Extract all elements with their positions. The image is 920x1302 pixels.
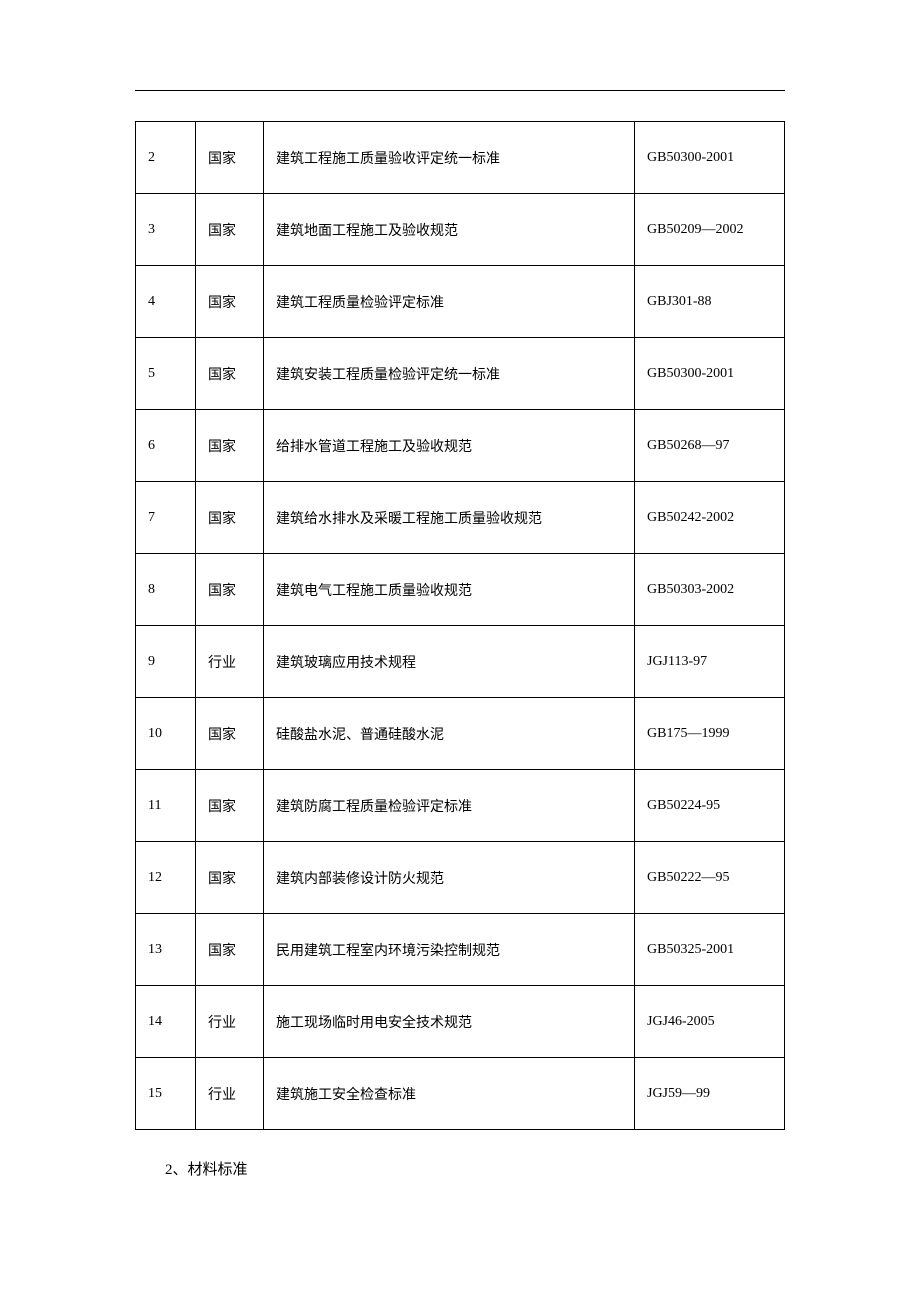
cell-code: GB50300-2001 [635, 122, 785, 194]
cell-name: 建筑内部装修设计防火规范 [264, 842, 635, 914]
cell-name: 建筑地面工程施工及验收规范 [264, 194, 635, 266]
cell-code: GB175—1999 [635, 698, 785, 770]
cell-level: 行业 [196, 626, 264, 698]
cell-name: 建筑电气工程施工质量验收规范 [264, 554, 635, 626]
cell-level: 国家 [196, 698, 264, 770]
cell-num: 6 [136, 410, 196, 482]
cell-num: 9 [136, 626, 196, 698]
cell-code: JGJ46-2005 [635, 986, 785, 1058]
table-row: 11 国家 建筑防腐工程质量检验评定标准 GB50224-95 [136, 770, 785, 842]
table-row: 5 国家 建筑安装工程质量检验评定统一标准 GB50300-2001 [136, 338, 785, 410]
cell-code: GBJ301-88 [635, 266, 785, 338]
table-body: 2 国家 建筑工程施工质量验收评定统一标准 GB50300-2001 3 国家 … [136, 122, 785, 1130]
table-row: 15 行业 建筑施工安全检查标准 JGJ59—99 [136, 1058, 785, 1130]
table-row: 10 国家 硅酸盐水泥、普通硅酸水泥 GB175—1999 [136, 698, 785, 770]
table-row: 14 行业 施工现场临时用电安全技术规范 JGJ46-2005 [136, 986, 785, 1058]
table-row: 13 国家 民用建筑工程室内环境污染控制规范 GB50325-2001 [136, 914, 785, 986]
cell-level: 国家 [196, 338, 264, 410]
cell-level: 国家 [196, 410, 264, 482]
cell-name: 建筑防腐工程质量检验评定标准 [264, 770, 635, 842]
cell-level: 国家 [196, 122, 264, 194]
cell-code: GB50242-2002 [635, 482, 785, 554]
cell-level: 国家 [196, 482, 264, 554]
cell-code: JGJ59—99 [635, 1058, 785, 1130]
table-row: 4 国家 建筑工程质量检验评定标准 GBJ301-88 [136, 266, 785, 338]
cell-num: 14 [136, 986, 196, 1058]
page-container: 2 国家 建筑工程施工质量验收评定统一标准 GB50300-2001 3 国家 … [0, 0, 920, 1179]
table-row: 3 国家 建筑地面工程施工及验收规范 GB50209—2002 [136, 194, 785, 266]
horizontal-divider [135, 90, 785, 91]
cell-code: GB50325-2001 [635, 914, 785, 986]
table-row: 2 国家 建筑工程施工质量验收评定统一标准 GB50300-2001 [136, 122, 785, 194]
cell-num: 12 [136, 842, 196, 914]
cell-num: 11 [136, 770, 196, 842]
table-row: 9 行业 建筑玻璃应用技术规程 JGJ113-97 [136, 626, 785, 698]
cell-level: 国家 [196, 266, 264, 338]
cell-num: 3 [136, 194, 196, 266]
cell-code: GB50268—97 [635, 410, 785, 482]
cell-code: GB50222—95 [635, 842, 785, 914]
cell-level: 国家 [196, 194, 264, 266]
table-row: 7 国家 建筑给水排水及采暖工程施工质量验收规范 GB50242-2002 [136, 482, 785, 554]
cell-name: 建筑给水排水及采暖工程施工质量验收规范 [264, 482, 635, 554]
cell-num: 2 [136, 122, 196, 194]
cell-code: JGJ113-97 [635, 626, 785, 698]
cell-num: 15 [136, 1058, 196, 1130]
cell-code: GB50303-2002 [635, 554, 785, 626]
cell-code: GB50300-2001 [635, 338, 785, 410]
cell-name: 建筑安装工程质量检验评定统一标准 [264, 338, 635, 410]
standards-table: 2 国家 建筑工程施工质量验收评定统一标准 GB50300-2001 3 国家 … [135, 121, 785, 1130]
cell-num: 8 [136, 554, 196, 626]
cell-num: 10 [136, 698, 196, 770]
cell-num: 4 [136, 266, 196, 338]
cell-level: 国家 [196, 770, 264, 842]
cell-level: 行业 [196, 986, 264, 1058]
cell-num: 13 [136, 914, 196, 986]
table-row: 8 国家 建筑电气工程施工质量验收规范 GB50303-2002 [136, 554, 785, 626]
cell-code: GB50224-95 [635, 770, 785, 842]
cell-level: 国家 [196, 842, 264, 914]
table-row: 6 国家 给排水管道工程施工及验收规范 GB50268—97 [136, 410, 785, 482]
cell-name: 施工现场临时用电安全技术规范 [264, 986, 635, 1058]
cell-name: 建筑施工安全检查标准 [264, 1058, 635, 1130]
cell-name: 民用建筑工程室内环境污染控制规范 [264, 914, 635, 986]
cell-num: 7 [136, 482, 196, 554]
cell-level: 国家 [196, 914, 264, 986]
cell-num: 5 [136, 338, 196, 410]
cell-name: 建筑工程质量检验评定标准 [264, 266, 635, 338]
cell-name: 建筑玻璃应用技术规程 [264, 626, 635, 698]
cell-level: 国家 [196, 554, 264, 626]
cell-level: 行业 [196, 1058, 264, 1130]
table-row: 12 国家 建筑内部装修设计防火规范 GB50222—95 [136, 842, 785, 914]
section-heading: 2、材料标准 [165, 1158, 785, 1179]
cell-name: 硅酸盐水泥、普通硅酸水泥 [264, 698, 635, 770]
cell-name: 给排水管道工程施工及验收规范 [264, 410, 635, 482]
cell-name: 建筑工程施工质量验收评定统一标准 [264, 122, 635, 194]
cell-code: GB50209—2002 [635, 194, 785, 266]
